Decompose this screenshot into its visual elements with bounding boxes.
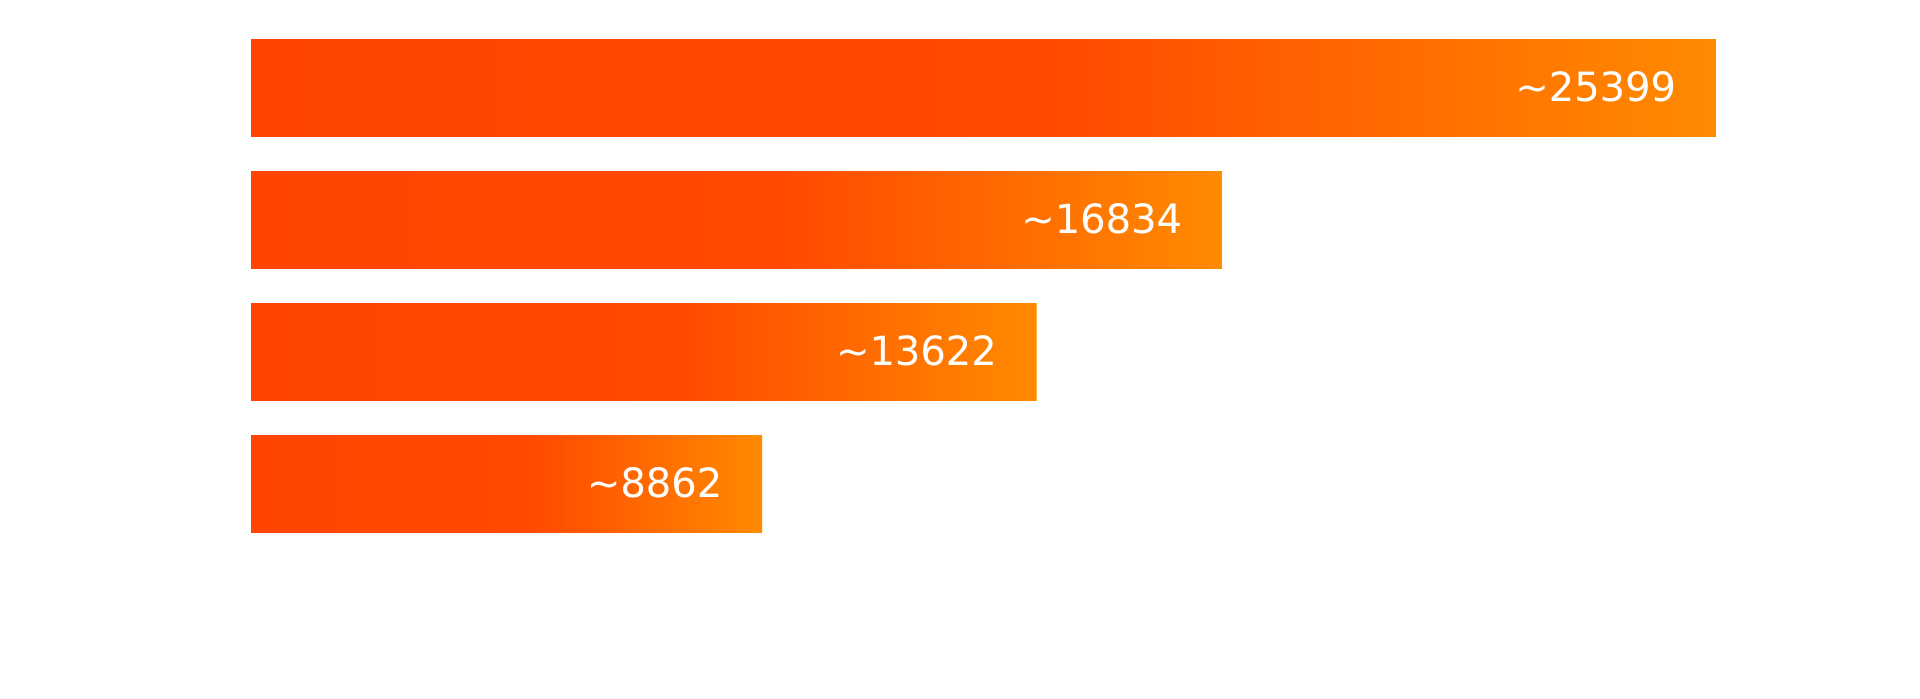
bar-2 <box>251 171 1222 269</box>
bar-value-label-3: ~13622 <box>836 329 997 375</box>
bar-4 <box>251 435 763 533</box>
bars-group: ~25399 ~16834 ~13622 ~8862 <box>251 39 1716 533</box>
bar-1 <box>251 39 1716 137</box>
bar-value-label-2: ~16834 <box>1021 197 1182 243</box>
bar-3 <box>251 303 1037 401</box>
bar-value-label-1: ~25399 <box>1515 65 1676 111</box>
bar-value-label-4: ~8862 <box>587 461 722 507</box>
